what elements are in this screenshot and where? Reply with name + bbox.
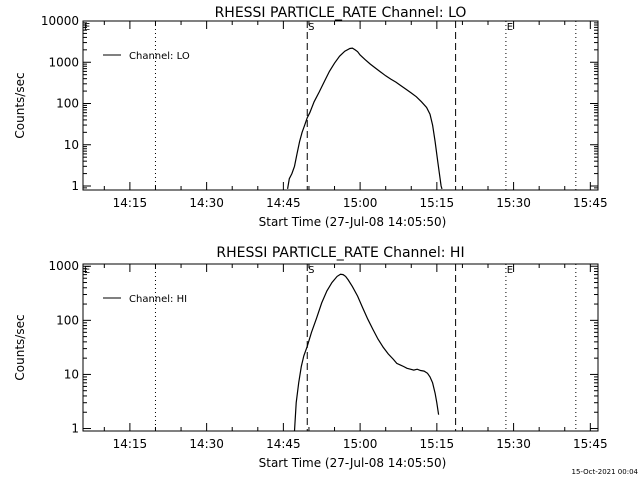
x-tick-label: 15:30 [496,437,531,451]
x-tick-label: 14:45 [266,437,301,451]
x-tick-label: 14:15 [113,437,148,451]
chart-title: RHESSI PARTICLE_RATE Channel: HI [216,245,464,261]
x-tick-label: 14:30 [189,196,224,210]
marker-label: E [84,22,90,33]
series-line [287,47,443,190]
marker-label: S [308,265,314,276]
y-tick-label: 1000 [48,55,79,69]
x-axis-label: Start Time (27-Jul-08 14:05:50) [259,215,447,229]
legend-entry: Channel: LO [129,51,190,62]
y-tick-label: 10 [64,138,79,152]
y-tick-label: 10 [64,367,79,381]
x-tick-label: 15:30 [496,196,531,210]
y-tick-label: 1000 [48,259,79,273]
y-tick-label: 1 [71,179,79,193]
marker-label: E [507,22,513,33]
plot-frame [82,263,599,432]
x-tick-label: 15:45 [573,437,608,451]
marker-label: S [308,22,314,33]
y-tick-label: 10000 [41,14,79,28]
x-tick-label: 15:15 [420,437,455,451]
chart-title: RHESSI PARTICLE_RATE Channel: LO [215,5,467,21]
x-tick-label: 14:15 [113,196,148,210]
y-tick-label: 1 [71,422,79,436]
legend-entry: Channel: HI [129,294,187,305]
x-tick-label: 14:30 [189,437,224,451]
marker-label: E [84,265,90,276]
marker-label: E [507,265,513,276]
plot-frame [82,20,599,191]
x-tick-label: 14:45 [266,196,301,210]
series-line [293,273,440,432]
y-tick-label: 100 [56,313,79,327]
x-tick-label: 15:00 [343,437,378,451]
y-tick-label: 100 [56,97,79,111]
y-axis-label: Counts/sec [13,72,27,138]
x-tick-label: 15:15 [420,196,455,210]
y-axis-label: Counts/sec [13,314,27,380]
panel-channel-lo: RHESSI PARTICLE_RATE Channel: LO 1 10 100 10… [13,5,608,229]
x-tick-label: 15:45 [573,196,608,210]
x-axis-label: Start Time (27-Jul-08 14:05:50) [259,456,447,470]
footer-timestamp: 15-Oct-2021 00:04 [572,468,639,476]
x-tick-label: 15:00 [343,196,378,210]
panel-channel-hi: RHESSI PARTICLE_RATE Channel: HI 1 10 100 10… [13,245,608,470]
